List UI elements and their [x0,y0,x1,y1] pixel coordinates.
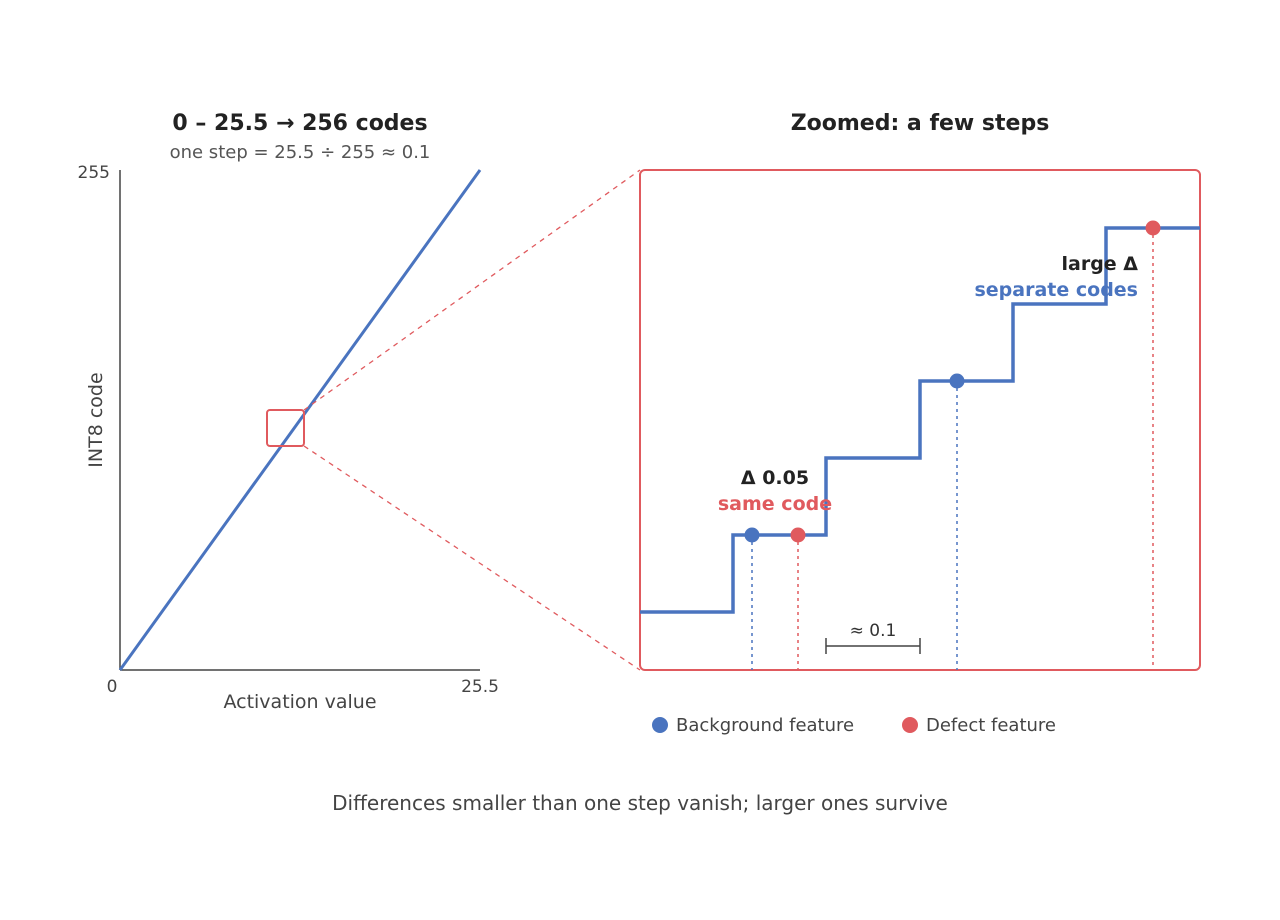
right-panel: Zoomed: a few steps Δ 0.05 same code lar… [639,111,1201,671]
left-panel-subtitle: one step = 25.5 ÷ 255 ≈ 0.1 [170,142,431,163]
large-delta-result: separate codes [974,279,1138,301]
left-panel: 0 – 25.5 → 256 codes one step = 25.5 ÷ 2… [78,111,499,713]
legend-defect-marker [902,717,918,733]
step-bracket-label: ≈ 0.1 [850,621,897,641]
small-delta-label: Δ 0.05 [741,467,809,489]
legend-defect-label: Defect feature [926,715,1056,736]
small-delta-result: same code [718,493,832,515]
legend-background-label: Background feature [676,715,854,736]
quantization-line [118,169,482,671]
zoom-panel-frame [639,169,1201,671]
right-panel-title: Zoomed: a few steps [791,111,1050,136]
legend-background-marker [652,717,668,733]
large-delta-label: large Δ [1061,253,1138,275]
left-panel-title: 0 – 25.5 → 256 codes [172,111,427,136]
x-tick-0: 0 [107,677,118,697]
figure-caption: Differences smaller than one step vanish… [332,791,948,815]
background-point-1 [744,527,760,543]
x-tick-25-5: 25.5 [461,677,499,697]
zoom-region-box [266,409,305,447]
quantization-staircase [640,226,1200,614]
y-axis-label: INT8 code [85,372,107,467]
background-point-2 [949,373,965,389]
step-bracket: ≈ 0.1 [825,621,921,654]
defect-point-1 [790,527,806,543]
zoom-connector-bottom [303,445,641,671]
legend: Background feature Defect feature [652,715,1056,736]
zoom-connector-top [303,169,641,411]
x-axis-label: Activation value [223,691,376,713]
defect-point-2 [1145,220,1161,236]
y-tick-255: 255 [78,163,110,183]
